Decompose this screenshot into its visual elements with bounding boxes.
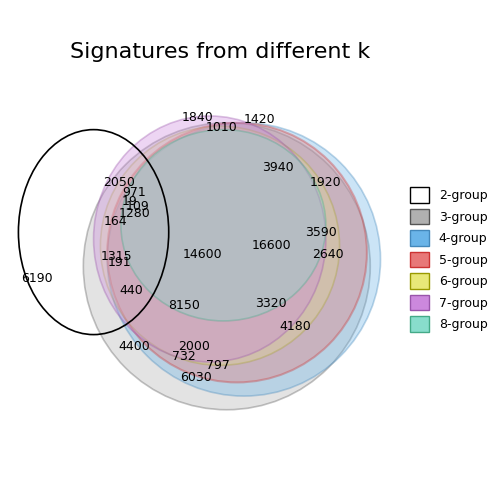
Text: 1840: 1840 — [182, 111, 214, 124]
Text: 109: 109 — [126, 200, 150, 213]
Text: 164: 164 — [104, 215, 128, 228]
Ellipse shape — [121, 130, 326, 321]
Text: 1315: 1315 — [101, 249, 133, 263]
Text: 2050: 2050 — [103, 176, 135, 189]
Text: 4400: 4400 — [118, 340, 150, 353]
Text: 797: 797 — [206, 359, 230, 372]
Text: 19: 19 — [121, 195, 137, 208]
Text: 3940: 3940 — [262, 161, 294, 174]
Ellipse shape — [94, 116, 326, 362]
Ellipse shape — [83, 123, 370, 410]
Text: 2000: 2000 — [178, 340, 210, 353]
Ellipse shape — [107, 123, 381, 396]
Text: 14600: 14600 — [183, 248, 223, 261]
Text: 6190: 6190 — [21, 272, 53, 285]
Text: 732: 732 — [172, 350, 196, 363]
Text: 1420: 1420 — [243, 113, 275, 126]
Ellipse shape — [107, 123, 367, 383]
Text: 440: 440 — [119, 284, 143, 297]
Text: 1920: 1920 — [310, 176, 342, 189]
Title: Signatures from different k: Signatures from different k — [70, 42, 370, 61]
Text: 191: 191 — [107, 257, 131, 269]
Text: 971: 971 — [122, 186, 147, 199]
Text: 3590: 3590 — [305, 226, 337, 238]
Text: 1010: 1010 — [206, 121, 237, 135]
Text: 3320: 3320 — [256, 297, 287, 310]
Text: 8150: 8150 — [168, 299, 200, 312]
Text: 16600: 16600 — [251, 239, 291, 253]
Ellipse shape — [100, 126, 340, 365]
Text: 4180: 4180 — [279, 320, 311, 333]
Text: 1280: 1280 — [118, 207, 150, 220]
Text: 2640: 2640 — [312, 248, 343, 261]
Legend: 2-group, 3-group, 4-group, 5-group, 6-group, 7-group, 8-group: 2-group, 3-group, 4-group, 5-group, 6-gr… — [405, 182, 492, 337]
Text: 6030: 6030 — [180, 371, 212, 384]
